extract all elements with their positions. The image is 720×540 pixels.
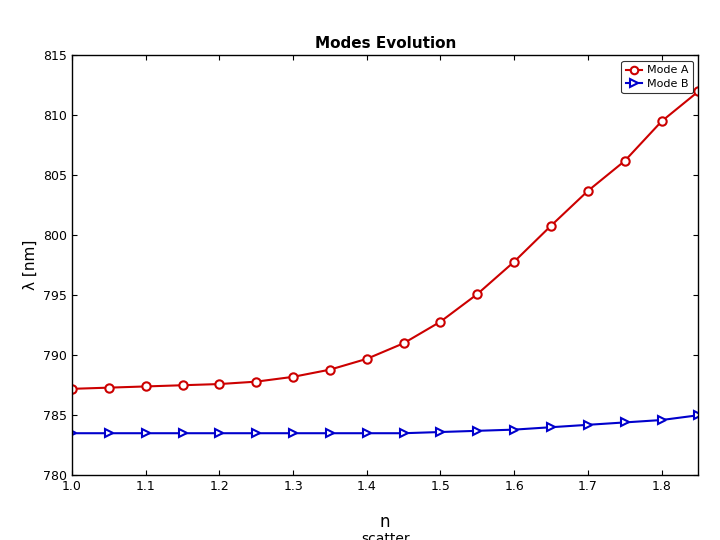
- Mode A: [621, 158, 629, 164]
- Line: Mode A: Mode A: [68, 87, 703, 393]
- Line: Mode B: Mode B: [68, 411, 703, 437]
- Mode B: [400, 430, 408, 436]
- Mode A: [104, 384, 113, 391]
- Mode A: [657, 118, 666, 125]
- Legend: Mode A, Mode B: Mode A, Mode B: [621, 61, 693, 93]
- Text: n: n: [380, 513, 390, 531]
- Mode B: [362, 430, 371, 436]
- Mode B: [141, 430, 150, 436]
- Mode A: [694, 88, 703, 94]
- Mode B: [546, 424, 555, 430]
- Mode B: [252, 430, 261, 436]
- Mode A: [546, 222, 555, 229]
- Mode B: [621, 419, 629, 426]
- Mode A: [325, 367, 334, 373]
- Text: AntiCrossing Point “Characterization”: S.C. Modes: AntiCrossing Point “Characterization”: S…: [43, 15, 677, 35]
- Mode B: [104, 430, 113, 436]
- Mode A: [400, 340, 408, 347]
- Mode A: [179, 382, 187, 388]
- Mode B: [289, 430, 297, 436]
- Mode B: [583, 422, 592, 428]
- Mode B: [510, 427, 518, 433]
- Mode A: [68, 386, 76, 392]
- Mode A: [436, 319, 445, 325]
- Title: Modes Evolution: Modes Evolution: [315, 37, 456, 51]
- Mode A: [252, 379, 261, 385]
- Mode B: [436, 429, 445, 435]
- Mode A: [583, 188, 592, 194]
- Y-axis label: λ [nm]: λ [nm]: [22, 240, 37, 291]
- Mode B: [215, 430, 224, 436]
- Text: scatter: scatter: [361, 532, 410, 540]
- Mode A: [510, 259, 518, 265]
- Mode A: [215, 381, 224, 387]
- Mode B: [473, 428, 482, 434]
- Mode B: [325, 430, 334, 436]
- Mode B: [694, 412, 703, 418]
- Mode A: [473, 291, 482, 298]
- Mode B: [657, 417, 666, 423]
- Mode A: [362, 356, 371, 362]
- Mode B: [179, 430, 187, 436]
- Mode A: [289, 374, 297, 380]
- Mode A: [141, 383, 150, 390]
- Mode B: [68, 430, 76, 436]
